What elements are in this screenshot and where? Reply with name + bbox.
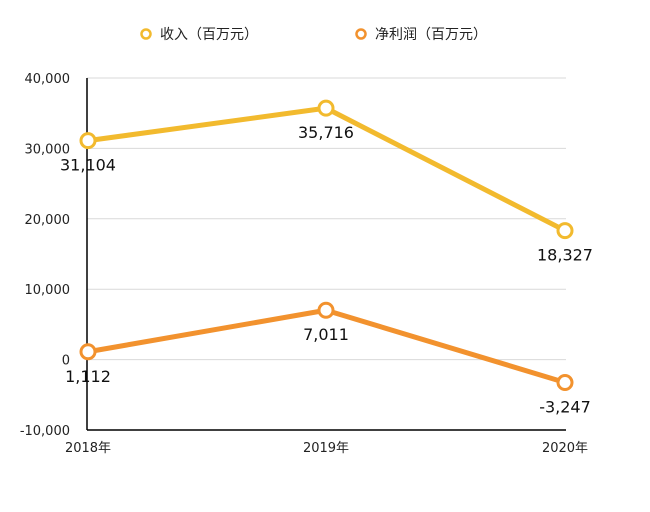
legend-label: 收入（百万元） — [160, 27, 258, 43]
series-line — [85, 307, 568, 385]
data-label: 18,327 — [537, 246, 593, 265]
y-tick-label: 0 — [62, 354, 70, 369]
legend-marker — [140, 28, 152, 40]
data-point — [79, 343, 97, 361]
y-tick-label: 20,000 — [25, 213, 71, 228]
data-point — [556, 373, 574, 391]
data-labels-layer: 31,104 35,716 18,327 1,112 7,011 -3,247 — [60, 123, 593, 416]
x-tick-label: 2020年 — [542, 441, 588, 456]
data-point — [79, 132, 97, 150]
y-tick-label: 30,000 — [25, 142, 71, 157]
data-label: 35,716 — [298, 123, 354, 142]
x-tick-label: 2018年 — [65, 441, 111, 456]
data-label: 31,104 — [60, 156, 116, 175]
y-tick-label: 10,000 — [25, 283, 71, 298]
data-label: 1,112 — [65, 367, 111, 386]
series-layer — [79, 99, 574, 391]
chart-legend: 收入（百万元） 净利润（百万元） — [140, 27, 487, 43]
x-axis-ticks: 2018年 2019年 2020年 — [65, 441, 588, 456]
y-tick-label: -10,000 — [20, 424, 70, 439]
data-point — [556, 222, 574, 240]
x-tick-label: 2019年 — [303, 441, 349, 456]
y-tick-label: 40,000 — [25, 72, 71, 87]
data-point — [317, 301, 335, 319]
legend-label: 净利润（百万元） — [375, 27, 487, 43]
legend-marker — [355, 28, 367, 40]
data-label: 7,011 — [303, 325, 349, 344]
data-point — [317, 99, 335, 117]
y-axis-ticks: -10,000 0 10,000 20,000 30,000 40,000 — [20, 72, 70, 439]
data-label: -3,247 — [539, 397, 591, 416]
